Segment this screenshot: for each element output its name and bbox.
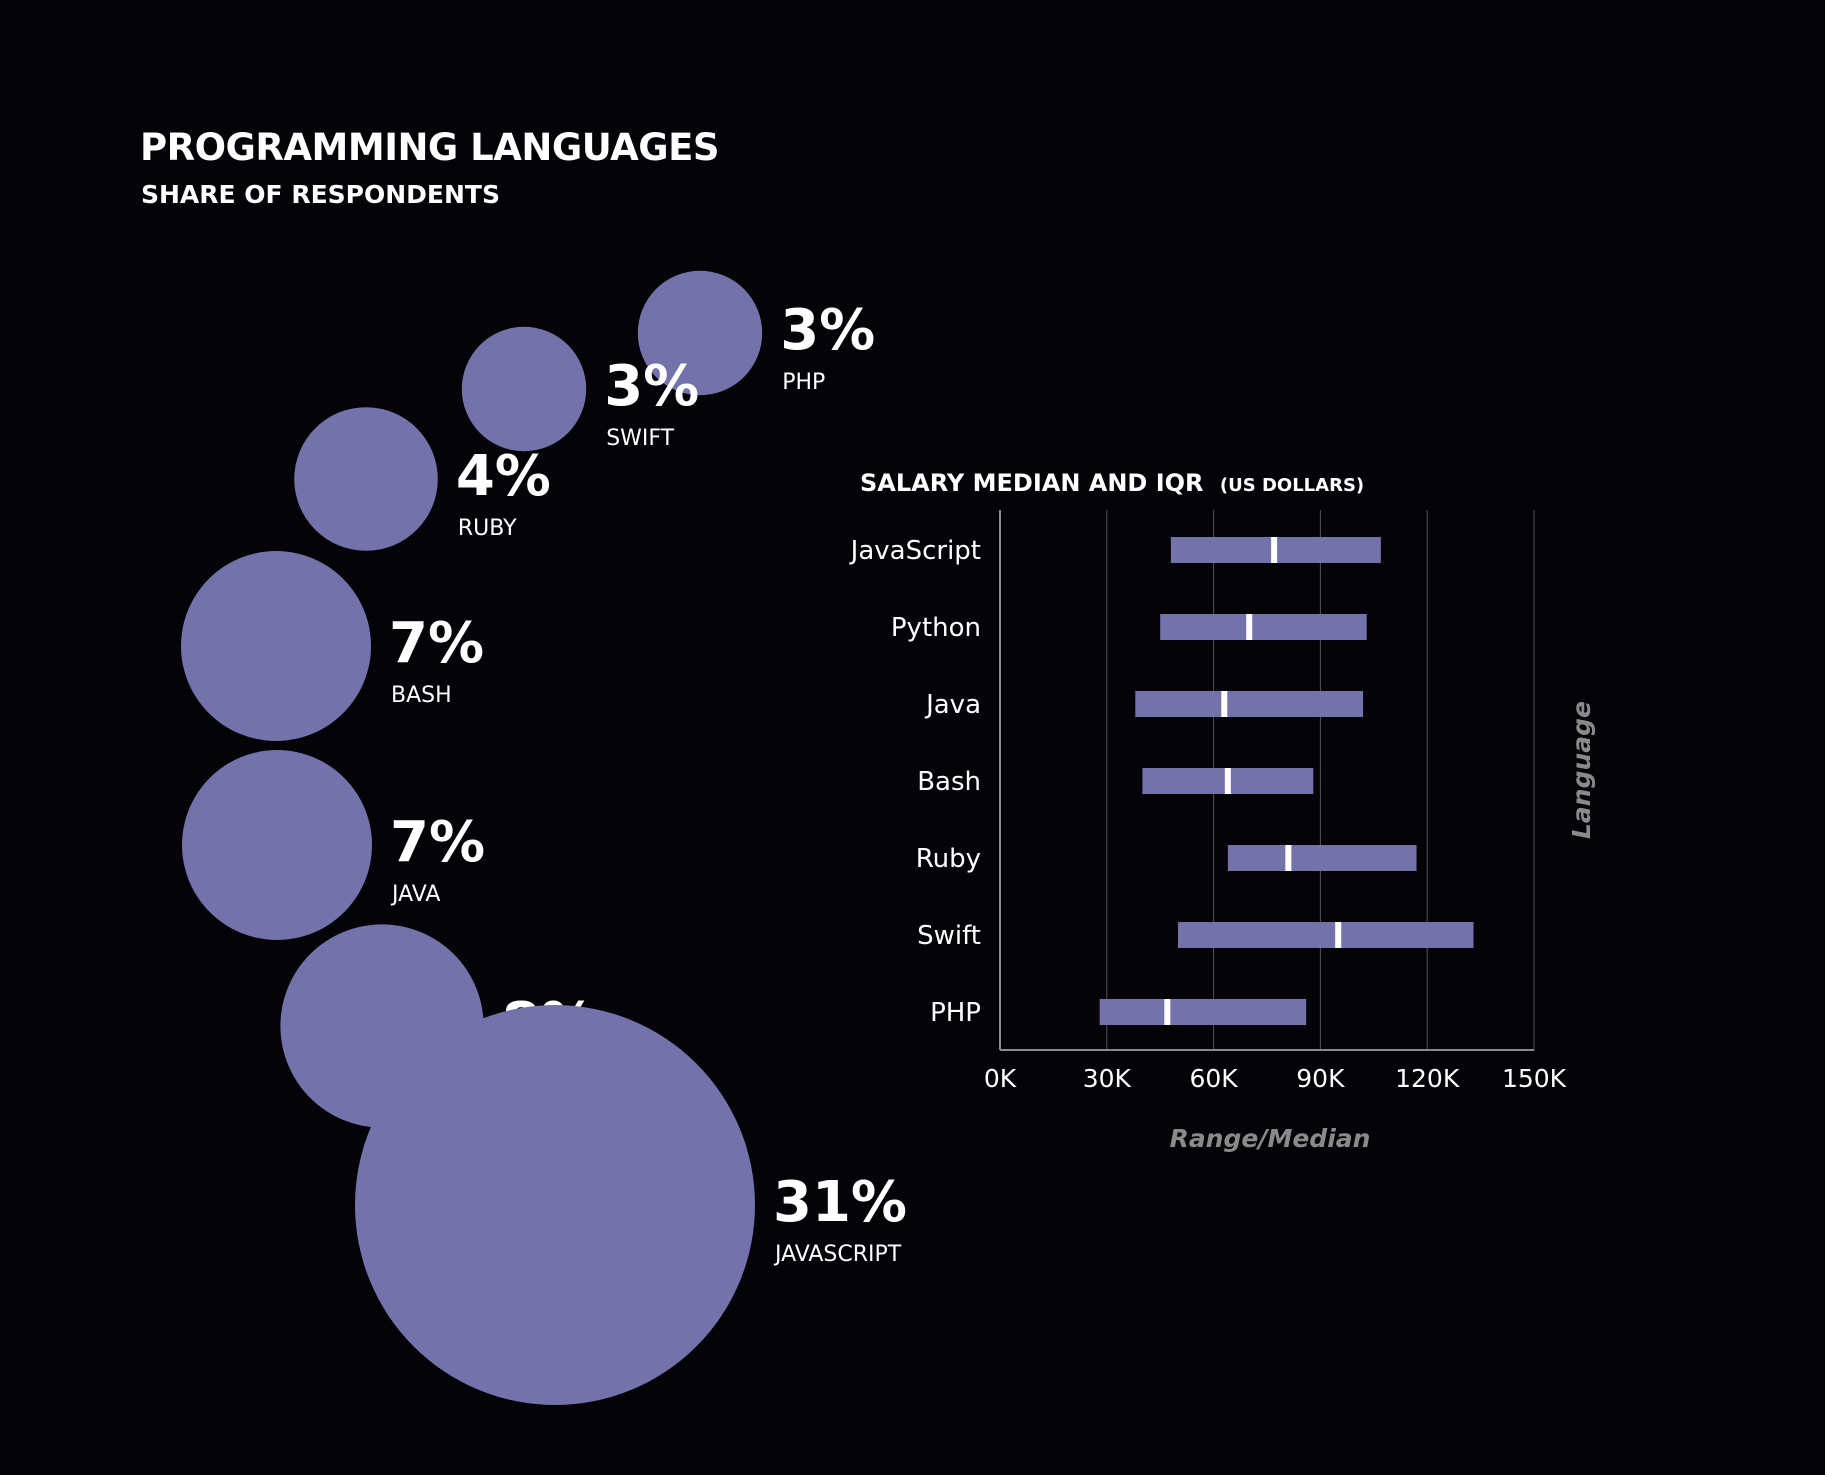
bubble-label-java: JAVA: [390, 882, 440, 907]
iqr-bar-java: [1135, 691, 1364, 717]
median-mark-swift: [1335, 922, 1342, 948]
bubble-value-javascript: 31%: [773, 1170, 907, 1235]
bubble-swift: [461, 326, 587, 452]
bubble-label-swift: SWIFT: [606, 426, 674, 451]
bubble-value-swift: 3%: [604, 354, 699, 419]
x-tick-label: 150K: [1502, 1064, 1567, 1093]
bubble-label-bash: BASH: [391, 683, 452, 708]
category-label-python: Python: [891, 613, 981, 643]
bubble-ruby: [294, 407, 438, 551]
median-mark-php: [1164, 999, 1171, 1025]
bubble-value-bash: 7%: [389, 611, 484, 676]
median-mark-bash: [1224, 768, 1231, 794]
category-label-bash: Bash: [917, 767, 981, 797]
y-axis-label: Language: [1567, 701, 1596, 839]
bubbles-layer: 3%PHP3%SWIFT4%RUBY7%BASH7%JAVA8%PYTHON31…: [181, 270, 907, 1405]
iqr-bar-python: [1160, 614, 1367, 640]
bubble-label-javascript: JAVASCRIPT: [773, 1242, 902, 1267]
bubble-bash: [181, 551, 371, 741]
iqr-bar-swift: [1178, 922, 1474, 948]
x-tick-label: 0K: [984, 1064, 1017, 1093]
bubble-label-ruby: RUBY: [458, 516, 517, 541]
bubble-value-java: 7%: [390, 810, 485, 875]
category-labels: JavaScript Python Java Bash Ruby Swift PHP: [849, 536, 981, 1028]
salary-chart-title: SALARY MEDIAN AND IQR (US DOLLARS): [860, 469, 1364, 497]
x-tick-label: 30K: [1083, 1064, 1132, 1093]
bubble-label-php: PHP: [782, 370, 825, 395]
x-tick-label: 90K: [1296, 1064, 1345, 1093]
iqr-bar-ruby: [1227, 845, 1417, 871]
salary-chart-title-suffix: (US DOLLARS): [1220, 475, 1364, 496]
bubble-value-php: 3%: [780, 298, 875, 363]
bars-layer: [1099, 537, 1474, 1025]
median-mark-ruby: [1285, 845, 1292, 871]
x-tick-labels: 0K 30K 60K 90K 120K 150K: [984, 1064, 1567, 1093]
x-tick-label: 120K: [1395, 1064, 1460, 1093]
bubble-php: [637, 270, 763, 396]
category-label-javascript: JavaScript: [849, 536, 981, 566]
page-title: PROGRAMMING LANGUAGES: [140, 126, 720, 169]
median-mark-python: [1246, 614, 1253, 640]
category-label-php: PHP: [930, 998, 981, 1028]
bubble-javascript: [355, 1005, 755, 1405]
bubble-value-ruby: 4%: [456, 444, 551, 509]
iqr-bar-php: [1099, 999, 1307, 1025]
bubble-java: [182, 750, 372, 940]
median-mark-javascript: [1271, 537, 1278, 563]
category-label-java: Java: [924, 690, 981, 720]
category-label-swift: Swift: [917, 921, 981, 951]
x-axis-label: Range/Median: [1170, 1124, 1371, 1153]
salary-chart-title-main: SALARY MEDIAN AND IQR: [860, 469, 1204, 497]
category-label-ruby: Ruby: [916, 844, 981, 874]
x-tick-label: 60K: [1189, 1064, 1238, 1093]
median-mark-java: [1221, 691, 1228, 717]
page-subtitle: SHARE OF RESPONDENTS: [141, 180, 500, 209]
